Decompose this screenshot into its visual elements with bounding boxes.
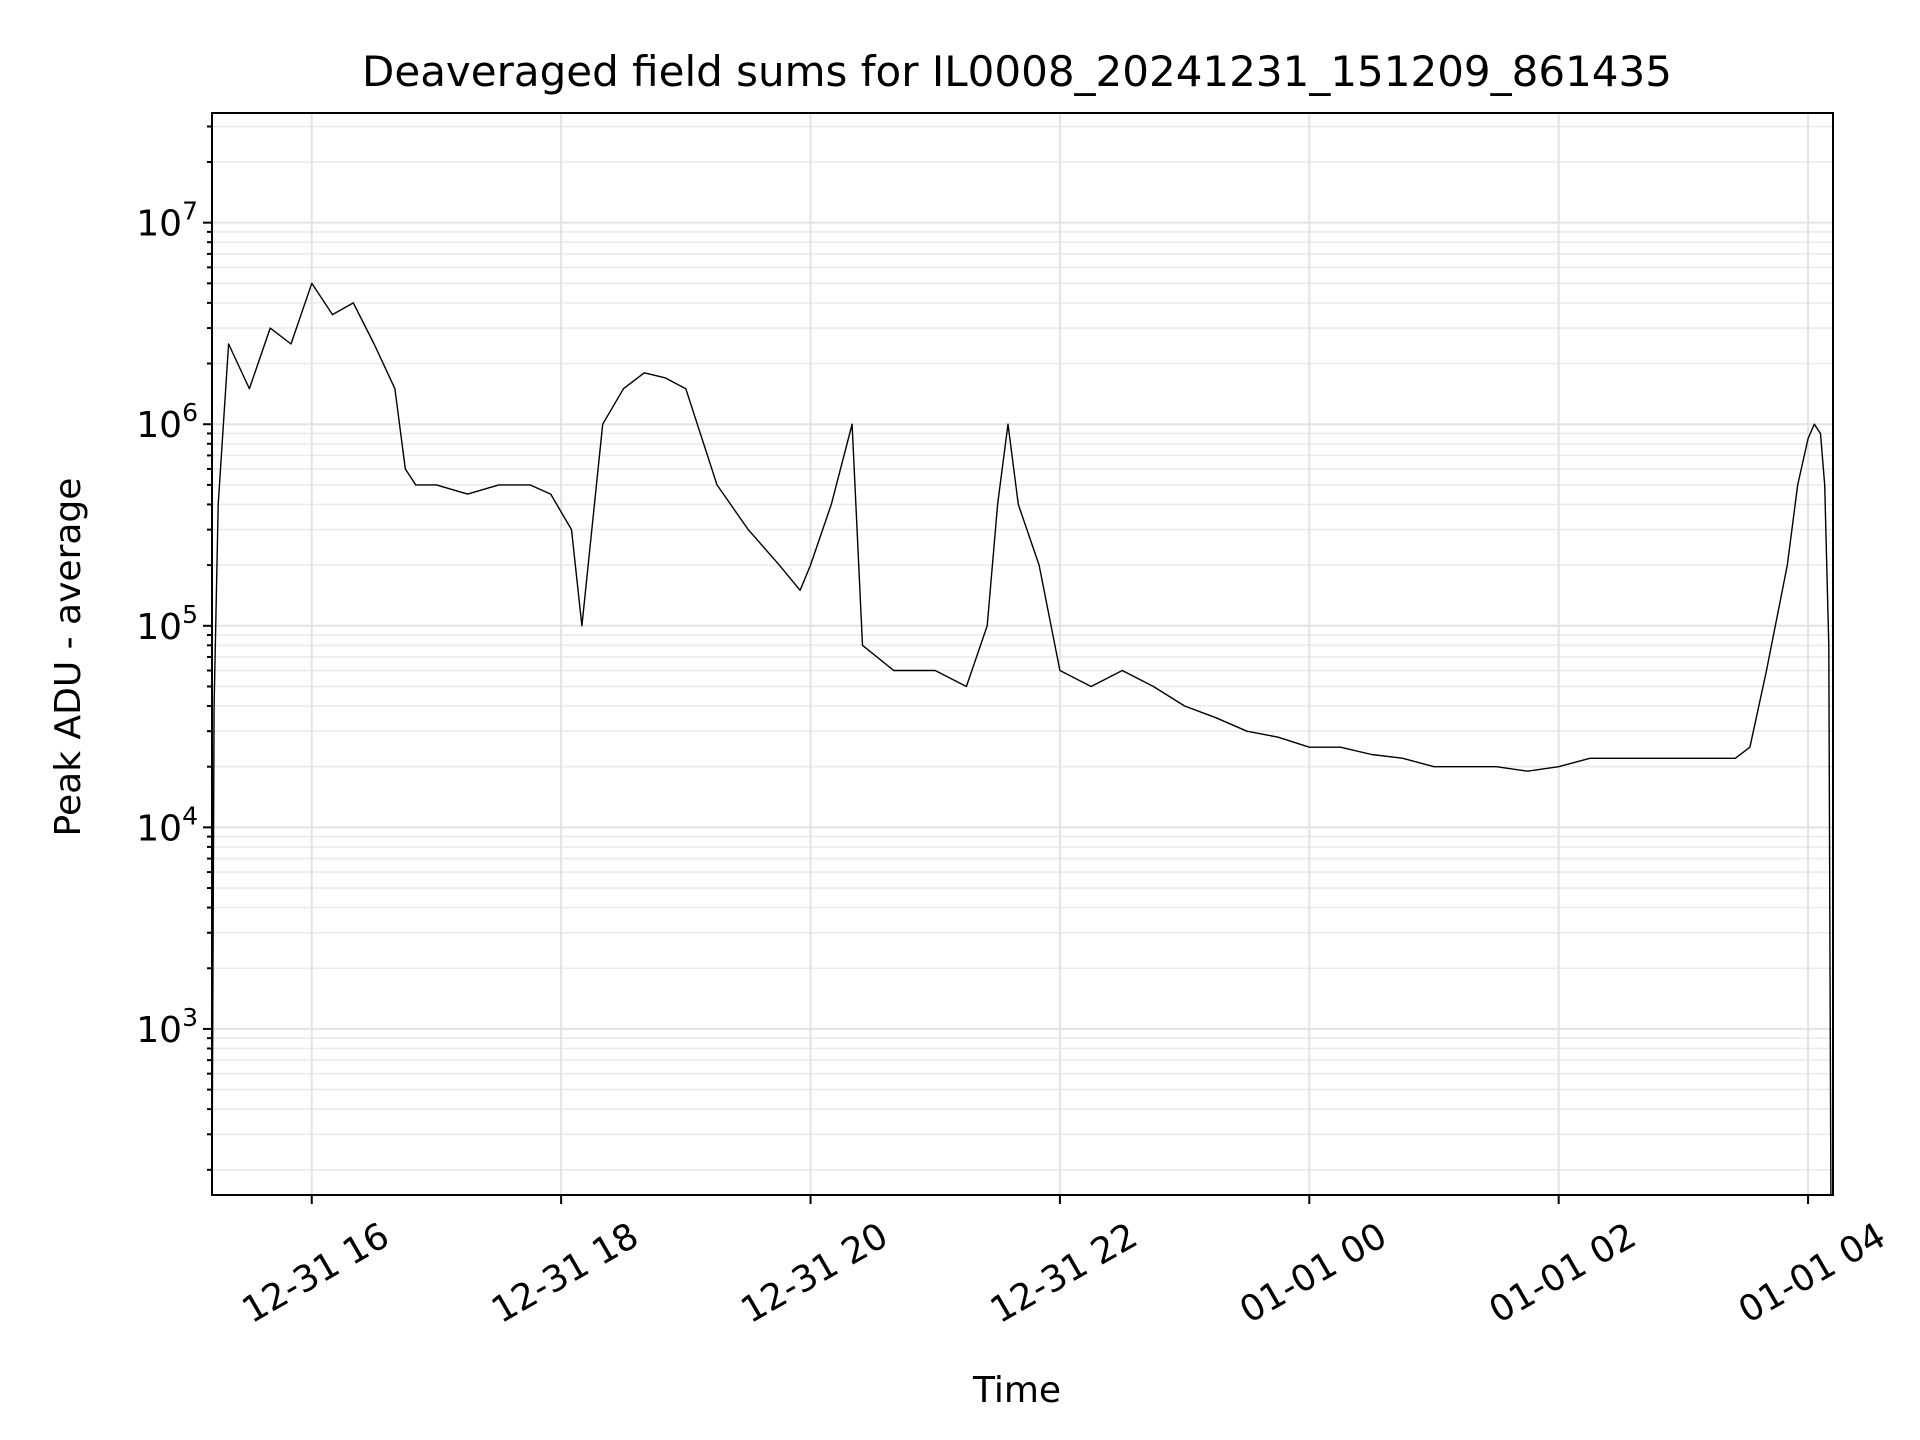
- grid: [212, 113, 1833, 1195]
- y-tick-label: 106: [136, 398, 198, 446]
- y-tick-label: 107: [136, 197, 198, 245]
- y-tick-label: 103: [136, 1003, 198, 1051]
- y-tick-label: 105: [136, 600, 198, 648]
- y-tick-label: 104: [136, 801, 198, 849]
- series-layer: [212, 282, 1832, 1195]
- y-axis: 103 104 105 106 107: [136, 125, 212, 1171]
- plot-frame: [211, 112, 1834, 1196]
- chart-title: Deaveraged field sums for IL0008_2024123…: [362, 47, 1672, 96]
- x-axis-label: Time: [972, 1370, 1061, 1411]
- y-axis-label: Peak ADU - average: [48, 478, 89, 837]
- series-line: [212, 282, 1832, 1195]
